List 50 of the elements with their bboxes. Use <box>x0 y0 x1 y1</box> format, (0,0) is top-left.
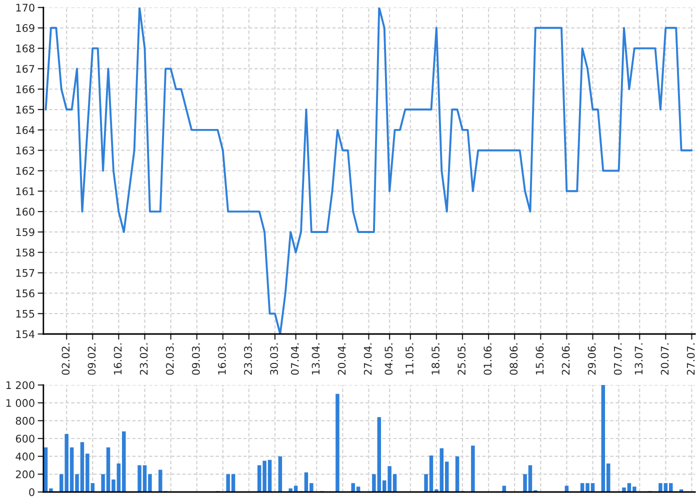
x-tick-label: 11.05. <box>406 343 414 374</box>
y-tick-label: 168 <box>16 44 34 52</box>
x-tick-label: 20.04. <box>338 343 346 375</box>
x-tick-label: 29.06. <box>588 343 596 375</box>
y-tick-label: 155 <box>16 310 34 318</box>
y-tick-label: 400 <box>16 452 34 460</box>
y-tick-label: 1 200 <box>6 381 34 390</box>
x-tick-label: 13.07. <box>634 343 643 374</box>
y-tick-label: 165 <box>16 106 34 114</box>
y-tick-label: 158 <box>16 248 34 256</box>
y-tick-label: 157 <box>16 269 34 277</box>
x-tick-label: 16.02. <box>114 343 122 374</box>
x-tick-label: 09.03. <box>192 343 200 375</box>
x-tick-label: 30.03. <box>270 343 278 375</box>
x-tick-label: 18.05. <box>432 343 440 374</box>
x-tick-label: 09.02. <box>88 343 96 375</box>
x-tick-label: 27.04. <box>364 343 372 375</box>
y-tick-label: 162 <box>16 166 34 175</box>
y-tick-label: 1 000 <box>6 399 34 407</box>
y-tick-label: 167 <box>16 64 34 73</box>
x-tick-label: 08.06. <box>510 343 518 375</box>
x-tick-label: 02.02. <box>62 343 70 375</box>
x-tick-label: 07.07. <box>614 343 622 375</box>
x-tick-label: 25.05. <box>458 343 466 375</box>
x-tick-label: 20.07. <box>660 343 669 375</box>
x-tick-label: 27.07. <box>686 343 695 375</box>
y-tick-label: 600 <box>16 434 34 443</box>
x-tick-label: 23.02. <box>140 343 148 375</box>
y-tick-label: 800 <box>16 416 34 425</box>
x-tick-label: 07.04. <box>290 343 299 375</box>
y-tick-label: 156 <box>16 289 34 298</box>
y-tick-label: 163 <box>16 146 34 154</box>
y-tick-label: 159 <box>16 228 34 236</box>
y-tick-label: 170 <box>16 4 34 12</box>
x-tick-label: 16.03. <box>218 343 226 374</box>
x-tick-label: 04.05. <box>384 343 393 375</box>
y-tick-label: 200 <box>16 470 34 478</box>
x-tick-label: 13.04. <box>312 343 320 374</box>
y-tick-label: 161 <box>16 187 34 196</box>
x-tick-label: 23.03. <box>244 343 252 375</box>
x-tick-label: 02.03. <box>166 343 174 375</box>
y-tick-label: 166 <box>16 85 34 94</box>
y-tick-label: 0 <box>29 488 34 496</box>
x-tick-label: 22.06. <box>562 343 570 375</box>
y-tick-label: 164 <box>16 126 34 134</box>
y-tick-label: 154 <box>16 330 34 338</box>
x-tick-label: 15.06. <box>536 343 544 374</box>
y-tick-label: 160 <box>16 208 34 216</box>
y-tick-label: 169 <box>16 24 34 32</box>
x-tick-label: 01.06. <box>484 343 492 375</box>
